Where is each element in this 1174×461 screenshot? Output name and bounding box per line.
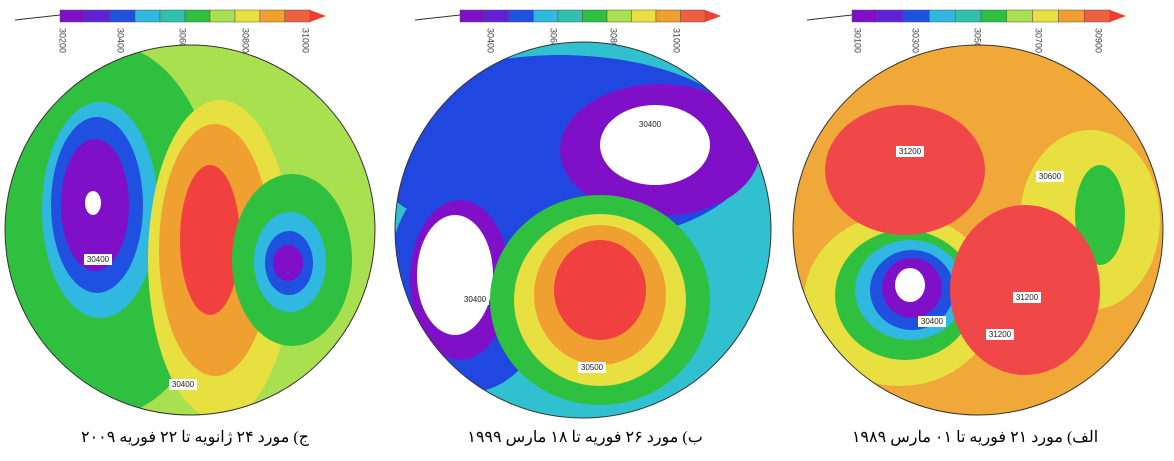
colorbar-segment: [285, 10, 310, 22]
colorbar-segment: [656, 10, 681, 22]
colorbar-segment: [185, 10, 210, 22]
caption: الف) مورد ۲۱ فوریه تا ۰۱ مارس ۱۹۸۹: [852, 429, 1098, 446]
colorbar-segment: [235, 10, 260, 22]
contour-label: 30400: [921, 317, 944, 326]
colorbar-lead: [15, 15, 60, 20]
colorbar-arrow: [1110, 10, 1126, 22]
colorbar-tick-label: 30900: [1094, 28, 1104, 53]
colorbar-segment: [460, 10, 485, 22]
colorbar-segment: [135, 10, 160, 22]
colorbar-tick-label: 30400: [116, 28, 126, 53]
colorbar-segment: [509, 10, 534, 22]
caption: ج) مورد ۲۴ ژانویه تا ۲۲ فوریه ۲۰۰۹: [81, 429, 310, 446]
colorbar-arrow: [705, 10, 721, 22]
colorbar-segment: [1084, 10, 1110, 22]
colorbar-tick-label: 30200: [58, 28, 68, 53]
colorbar-segment: [632, 10, 657, 22]
colorbar-tick-label: 31000: [301, 28, 311, 53]
colorbar-segment: [607, 10, 632, 22]
colorbar-segment: [60, 10, 85, 22]
colorbar-segment: [878, 10, 904, 22]
colorbar-segment: [85, 10, 110, 22]
colorbar-lead: [415, 15, 460, 20]
colorbar-segment: [160, 10, 185, 22]
polar-map: [0, 40, 390, 430]
contour-label: 31200: [1016, 293, 1039, 302]
colorbar-segment: [260, 10, 285, 22]
colorbar-segment: [981, 10, 1007, 22]
contour-label: 30500: [581, 363, 604, 372]
colorbar-arrow: [310, 10, 326, 22]
contour-label: 30600: [1039, 172, 1062, 181]
colorbar-segment: [1033, 10, 1059, 22]
colorbar-segment: [485, 10, 510, 22]
colorbar-tick-label: 30100: [853, 28, 863, 53]
colorbar-tick-label: 30300: [911, 28, 921, 53]
contour-label: 30400: [87, 255, 110, 264]
caption: ب) مورد ۲۶ فوریه تا ۱۸ مارس ۱۹۹۹: [467, 429, 703, 446]
colorbar-tick-label: 31000: [672, 28, 682, 53]
colorbar-tick-label: 30700: [1034, 28, 1044, 53]
contour-label: 30400: [464, 295, 487, 304]
colorbar-segment: [681, 10, 706, 22]
colorbar-segment: [929, 10, 955, 22]
colorbar-segment: [583, 10, 608, 22]
colorbar-lead: [807, 15, 852, 20]
colorbar-segment: [955, 10, 981, 22]
contour-label: 30400: [639, 120, 662, 129]
contour-label: 30400: [172, 380, 195, 389]
contour-label: 31200: [899, 147, 922, 156]
colorbar-tick-label: 30400: [486, 28, 496, 53]
colorbar-segment: [210, 10, 235, 22]
contour-label: 31200: [989, 330, 1012, 339]
colorbar-tick-label: 30800: [241, 28, 251, 53]
colorbar-segment: [852, 10, 878, 22]
colorbar-segment: [904, 10, 930, 22]
colorbar-segment: [1007, 10, 1033, 22]
colorbar-segment: [1058, 10, 1084, 22]
page: {"panels": [ {"caption": "ج) مورد ۲۴ ژان…: [0, 0, 1174, 461]
colorbar-segment: [534, 10, 559, 22]
colorbar-segment: [558, 10, 583, 22]
figure: 3020030400306003080031000304003060030800…: [0, 0, 1174, 461]
colorbar-segment: [110, 10, 135, 22]
